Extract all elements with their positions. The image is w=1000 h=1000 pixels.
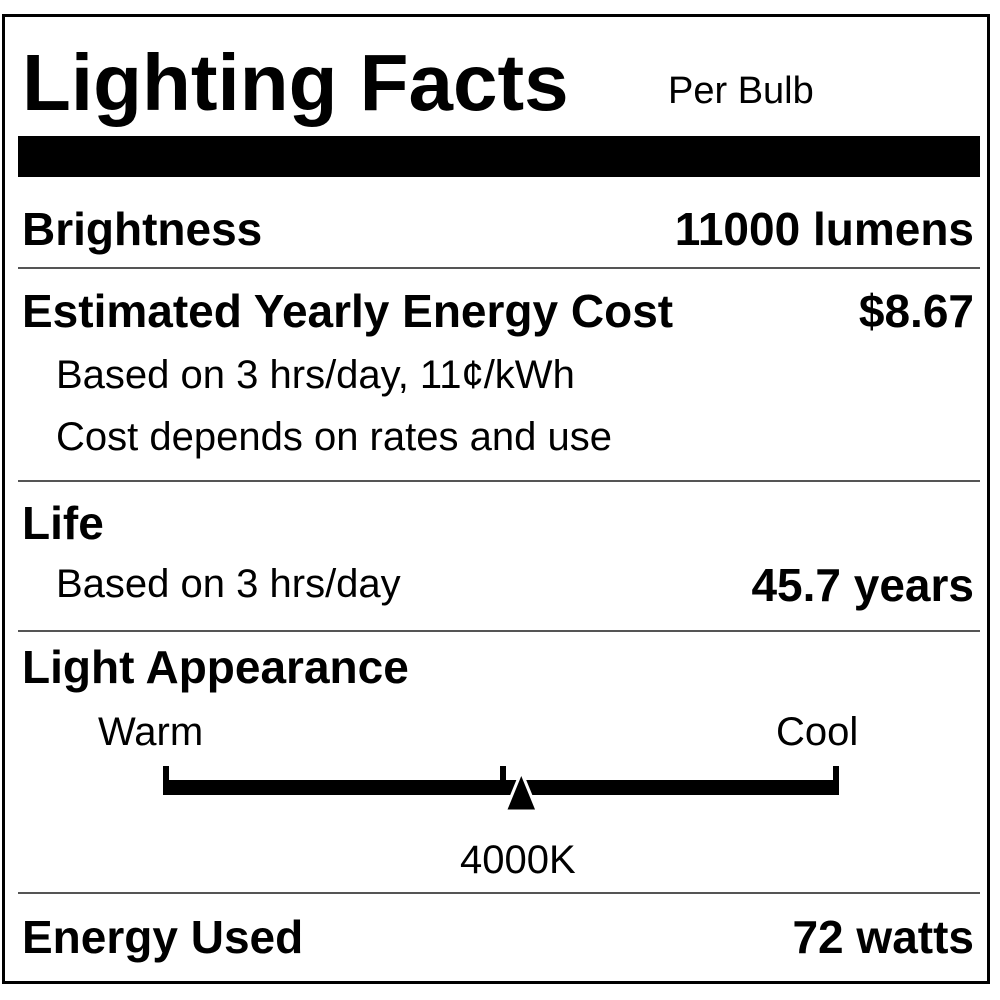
energy-cost-note: Cost depends on rates and use	[56, 415, 612, 459]
scale-tick-right	[833, 766, 839, 795]
warm-label: Warm	[98, 710, 204, 754]
divider	[18, 630, 980, 632]
brightness-label: Brightness	[22, 203, 263, 255]
scale-tick-middle	[500, 766, 506, 795]
divider	[18, 480, 980, 482]
energy-used-label: Energy Used	[22, 911, 304, 963]
life-note: Based on 3 hrs/day	[56, 562, 401, 606]
cool-label: Cool	[776, 710, 859, 754]
divider	[18, 267, 980, 269]
brightness-value: 11000 lumens	[674, 203, 974, 255]
divider	[18, 892, 980, 894]
label-border	[2, 14, 990, 984]
energy-cost-value: $8.67	[858, 285, 974, 337]
label-title: Lighting Facts	[22, 38, 569, 127]
color-temperature-scale	[163, 766, 839, 813]
energy-used-value: 72 watts	[792, 911, 974, 963]
label-subtitle: Per Bulb	[668, 70, 814, 112]
life-label: Life	[22, 497, 104, 549]
life-value: 45.7 years	[751, 559, 974, 611]
scale-tick-left	[163, 766, 169, 795]
scale-marker-triangle	[503, 768, 540, 813]
light-appearance-label: Light Appearance	[22, 641, 409, 693]
color-temperature-value: 4000K	[460, 838, 576, 882]
title-bar	[18, 136, 980, 177]
energy-cost-note: Based on 3 hrs/day, 11¢/kWh	[56, 353, 575, 397]
energy-cost-label: Estimated Yearly Energy Cost	[22, 285, 674, 337]
